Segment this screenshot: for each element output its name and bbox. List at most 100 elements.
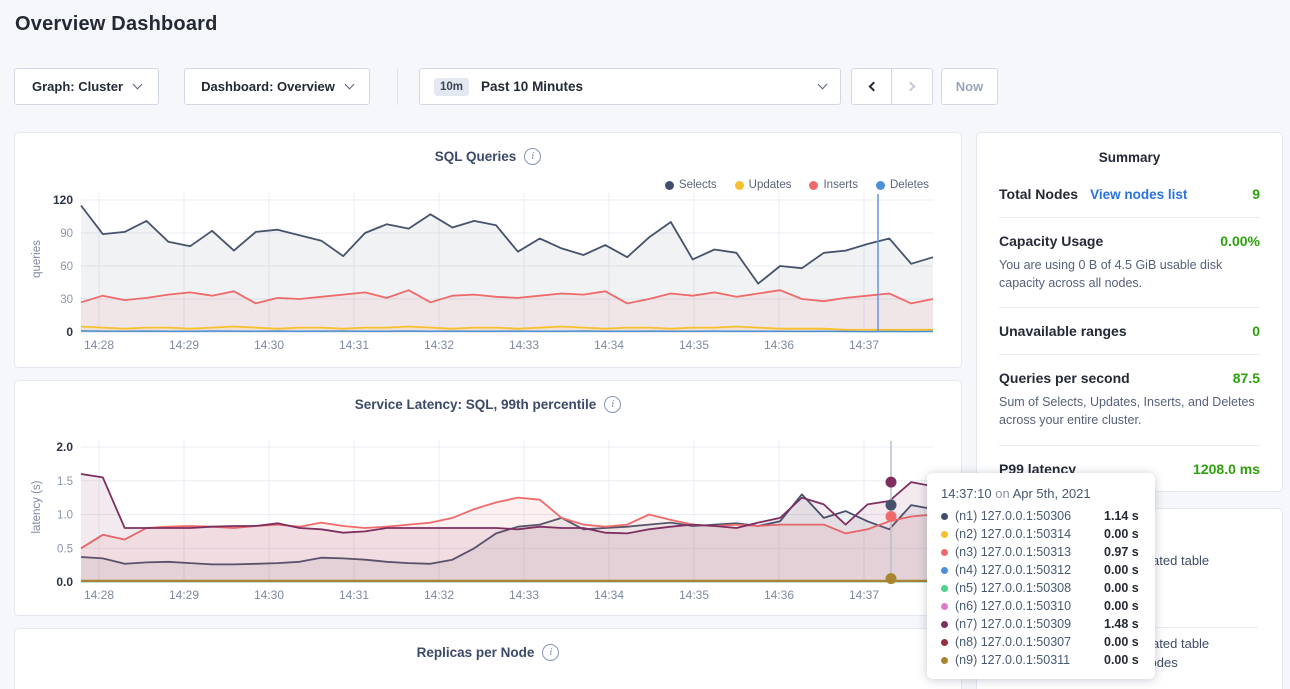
info-icon[interactable]: i [604, 396, 622, 413]
node-color-dot-icon [941, 512, 948, 520]
svg-text:14:34: 14:34 [594, 588, 624, 602]
chevron-down-icon [344, 79, 355, 90]
summary-value: 9 [1252, 186, 1260, 202]
legend-item[interactable]: Updates [734, 179, 791, 191]
sql-queries-plot[interactable]: 14:28 14:29 14:30 14:31 14:32 14:33 14:34 14:35… [15, 185, 963, 365]
node-color-dot-icon [941, 638, 948, 646]
time-next-button[interactable] [892, 68, 933, 105]
legend-item[interactable]: Inserts [809, 179, 858, 191]
chevron-left-icon [868, 81, 878, 92]
svg-text:14:28: 14:28 [84, 588, 114, 602]
legend-dot-icon [734, 180, 744, 190]
view-nodes-list-link[interactable]: View nodes list [1090, 187, 1188, 202]
tooltip-timestamp: 14:37:10 on Apr 5th, 2021 [941, 486, 1091, 501]
chart-title: SQL Queries [434, 149, 517, 164]
now-button[interactable]: Now [941, 68, 998, 105]
summary-label: Total Nodes [999, 186, 1079, 202]
svg-text:14:37: 14:37 [849, 338, 879, 352]
chevron-down-icon [817, 79, 828, 90]
summary-description: You are using 0 B of 4.5 GiB usable disk… [999, 258, 1223, 291]
svg-text:0.5: 0.5 [57, 543, 73, 555]
summary-value: 87.5 [1232, 370, 1260, 387]
page-title: Overview Dashboard [15, 13, 218, 35]
chart-legend: Selects Updates Inserts Deletes [664, 179, 929, 191]
svg-text:14:30: 14:30 [254, 338, 284, 352]
summary-label: P99 latency [999, 460, 1077, 477]
chevron-right-icon [905, 81, 916, 92]
summary-value: 0 [1252, 323, 1260, 340]
legend-item[interactable]: Selects [664, 179, 717, 191]
legend-dot-icon [809, 180, 819, 190]
svg-text:14:28: 14:28 [84, 338, 114, 352]
svg-text:14:29: 14:29 [169, 338, 199, 352]
svg-text:14:37: 14:37 [849, 588, 879, 602]
svg-text:60: 60 [60, 261, 73, 273]
service-latency-plot[interactable]: 14:28 14:29 14:30 14:31 14:32 14:33 14:34 14:35… [15, 433, 963, 613]
chart-hover-tooltip: 14:37:10 on Apr 5th, 2021 (n1) 127.0.0.1… [927, 473, 1155, 679]
legend-item[interactable]: Deletes [876, 179, 929, 191]
service-latency-chart-card: Service Latency: SQL, 99th percentile i … [14, 380, 962, 616]
tooltip-node-row: (n9) 127.0.0.1:50311 0.00 s [941, 651, 1141, 669]
legend-dot-icon [664, 180, 674, 190]
node-color-dot-icon [941, 620, 948, 628]
tooltip-node-row: (n2) 127.0.0.1:50314 0.00 s [941, 525, 1141, 543]
dashboard-label: Dashboard: Overview [201, 79, 335, 94]
svg-text:14:31: 14:31 [339, 338, 369, 352]
summary-row-p99-latency: P99 latency 1208.0 ms [999, 444, 1260, 492]
svg-text:14:32: 14:32 [424, 588, 454, 602]
summary-value: 0.00% [1220, 233, 1260, 249]
svg-text:14:36: 14:36 [764, 588, 794, 602]
node-color-dot-icon [941, 602, 948, 610]
svg-text:14:35: 14:35 [679, 338, 709, 352]
graph-scope-dropdown[interactable]: Graph: Cluster [14, 68, 159, 105]
sql-queries-chart-card: SQL Queries i Selects Updates Inserts De… [14, 132, 962, 368]
time-nav-group [851, 68, 933, 105]
time-range-label: Past 10 Minutes [481, 79, 584, 94]
graph-scope-label: Graph: Cluster [31, 79, 123, 94]
tooltip-node-row: (n1) 127.0.0.1:50306 1.14 s [941, 507, 1141, 525]
svg-text:90: 90 [60, 228, 73, 240]
chart-title: Service Latency: SQL, 99th percentile [354, 397, 597, 412]
tooltip-node-row: (n7) 127.0.0.1:50309 1.48 s [941, 615, 1141, 633]
summary-row-queries-per-second: Queries per second 87.5 Sum of Selects, … [999, 354, 1260, 444]
summary-row-unavailable-ranges: Unavailable ranges 0 [999, 307, 1260, 354]
svg-text:14:32: 14:32 [424, 338, 454, 352]
svg-text:1.0: 1.0 [57, 510, 73, 522]
tooltip-node-row: (n4) 127.0.0.1:50312 0.00 s [941, 561, 1141, 579]
tooltip-node-row: (n5) 127.0.0.1:50308 0.00 s [941, 579, 1141, 597]
time-range-dropdown[interactable]: 10m Past 10 Minutes [419, 68, 841, 105]
info-icon[interactable]: i [524, 148, 542, 165]
controls-divider [397, 68, 398, 105]
legend-dot-icon [876, 180, 885, 190]
svg-text:14:33: 14:33 [509, 588, 539, 602]
dashboard-dropdown[interactable]: Dashboard: Overview [184, 68, 370, 105]
summary-panel: Summary Total Nodes View nodes list 9 Ca… [976, 132, 1283, 492]
tooltip-node-list: (n1) 127.0.0.1:50306 1.14 s (n2) 127.0.0… [941, 507, 1141, 669]
svg-text:14:33: 14:33 [509, 338, 539, 352]
node-color-dot-icon [941, 530, 948, 538]
chart-title: Replicas per Node [416, 645, 535, 660]
summary-row-capacity-usage: Capacity Usage 0.00% You are using 0 B o… [999, 217, 1260, 307]
info-icon[interactable]: i [542, 644, 560, 661]
svg-text:1.5: 1.5 [57, 476, 73, 488]
svg-text:0: 0 [66, 325, 73, 339]
node-color-dot-icon [941, 656, 948, 664]
time-prev-button[interactable] [851, 68, 892, 105]
node-color-dot-icon [941, 584, 948, 592]
svg-text:14:35: 14:35 [679, 588, 709, 602]
svg-text:14:36: 14:36 [764, 338, 794, 352]
tooltip-node-row: (n3) 127.0.0.1:50313 0.97 s [941, 543, 1141, 561]
node-color-dot-icon [941, 548, 948, 556]
summary-title: Summary [1098, 150, 1161, 165]
summary-label: Capacity Usage [999, 233, 1104, 249]
node-color-dot-icon [941, 566, 948, 574]
svg-text:30: 30 [60, 294, 73, 306]
chevron-down-icon [132, 79, 143, 90]
tooltip-node-row: (n8) 127.0.0.1:50307 0.00 s [941, 633, 1141, 651]
summary-description: Sum of Selects, Updates, Inserts, and De… [999, 395, 1255, 428]
svg-text:0.0: 0.0 [56, 575, 73, 589]
svg-text:14:30: 14:30 [254, 588, 284, 602]
summary-label: Queries per second [999, 370, 1130, 387]
summary-row-total-nodes: Total Nodes View nodes list 9 [999, 171, 1260, 217]
